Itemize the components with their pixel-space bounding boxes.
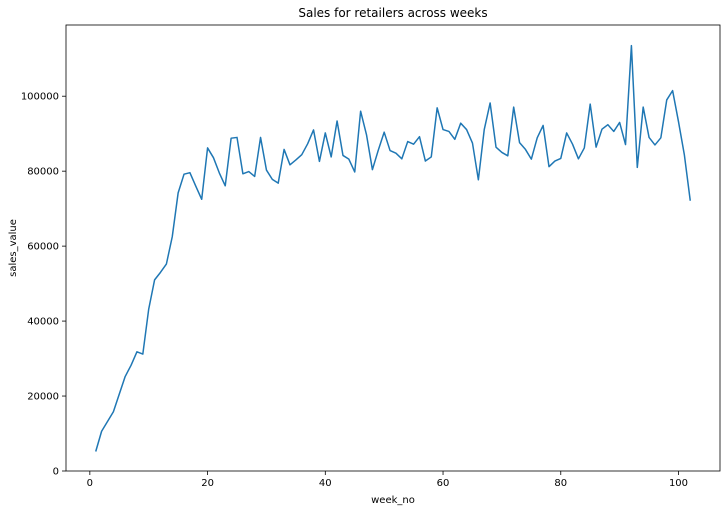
y-tick-label: 40000	[27, 317, 59, 328]
x-tick-label: 20	[201, 478, 214, 489]
x-tick-label: 100	[669, 478, 688, 489]
y-tick-label: 60000	[27, 242, 59, 253]
axes: 0 20 40 60 80 100 0 20000 40000 60000 80000 100000	[21, 24, 721, 489]
series-line	[95, 44, 692, 452]
plot-frame	[65, 24, 721, 472]
plot-area	[95, 44, 692, 452]
y-tick-label: 80000	[27, 167, 59, 178]
y-tick-label: 20000	[27, 392, 59, 403]
y-tick-label: 0	[53, 467, 59, 478]
y-tick-label: 100000	[21, 92, 59, 103]
x-tick-label: 60	[437, 478, 450, 489]
y-axis-title: sales_value	[8, 219, 19, 277]
chart-title: Sales for retailers across weeks	[298, 6, 487, 20]
x-tick-label: 40	[319, 478, 332, 489]
x-axis-title: week_no	[371, 495, 415, 506]
x-tick-label: 0	[87, 478, 93, 489]
x-tick-label: 80	[554, 478, 567, 489]
